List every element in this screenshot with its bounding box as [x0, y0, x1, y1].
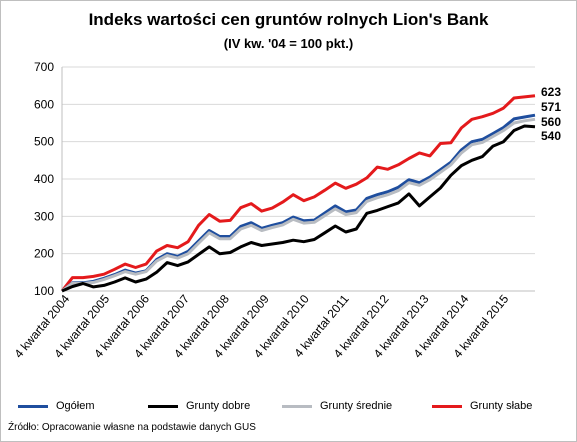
legend-item-grunty-srednie: Grunty średnie [282, 398, 392, 414]
legend-label-grunty-slabe: Grunty słabe [470, 400, 533, 412]
chart-title: Indeks wartości cen gruntów rolnych Lion… [88, 10, 489, 29]
legend-swatch-ogolem [18, 404, 48, 408]
legend-label-grunty-srednie: Grunty średnie [320, 400, 393, 412]
series-line-0 [60, 94, 536, 292]
grid-lines [62, 66, 535, 292]
series-line-2 [61, 117, 536, 293]
chart-subtitle: (IV kw. '04 = 100 pkt.) [223, 36, 354, 51]
legend-swatch-grunty-dobre [148, 404, 178, 408]
end-value-label: 623 [541, 85, 561, 99]
y-tick-label: 700 [34, 60, 54, 74]
legend-item-grunty-dobre: Grunty dobre [148, 398, 250, 414]
end-value-label: 560 [541, 115, 561, 129]
y-tick-label: 400 [34, 172, 54, 186]
end-value-label: 571 [541, 100, 561, 114]
legend-item-grunty-slabe: Grunty słabe [432, 398, 532, 414]
y-tick-label: 600 [34, 97, 54, 111]
source-note: Źródło: Opracowanie własne na podstawie … [8, 422, 256, 433]
legend-swatch-grunty-slabe [432, 404, 462, 408]
series-line-3 [61, 124, 536, 293]
legend-label-grunty-dobre: Grunty dobre [186, 400, 251, 412]
y-tick-label: 300 [34, 209, 54, 223]
y-axis: 100 200 300 400 500 600 700 [34, 60, 63, 298]
y-tick-label: 100 [34, 284, 54, 298]
series-lines [60, 94, 536, 293]
legend-label-ogolem: Ogółem [56, 400, 95, 412]
end-value-label: 540 [541, 129, 561, 143]
legend-item-ogolem: Ogółem [18, 398, 95, 414]
legend-swatch-grunty-srednie [282, 404, 312, 408]
y-tick-label: 200 [34, 247, 54, 261]
y-tick-label: 500 [34, 135, 54, 149]
